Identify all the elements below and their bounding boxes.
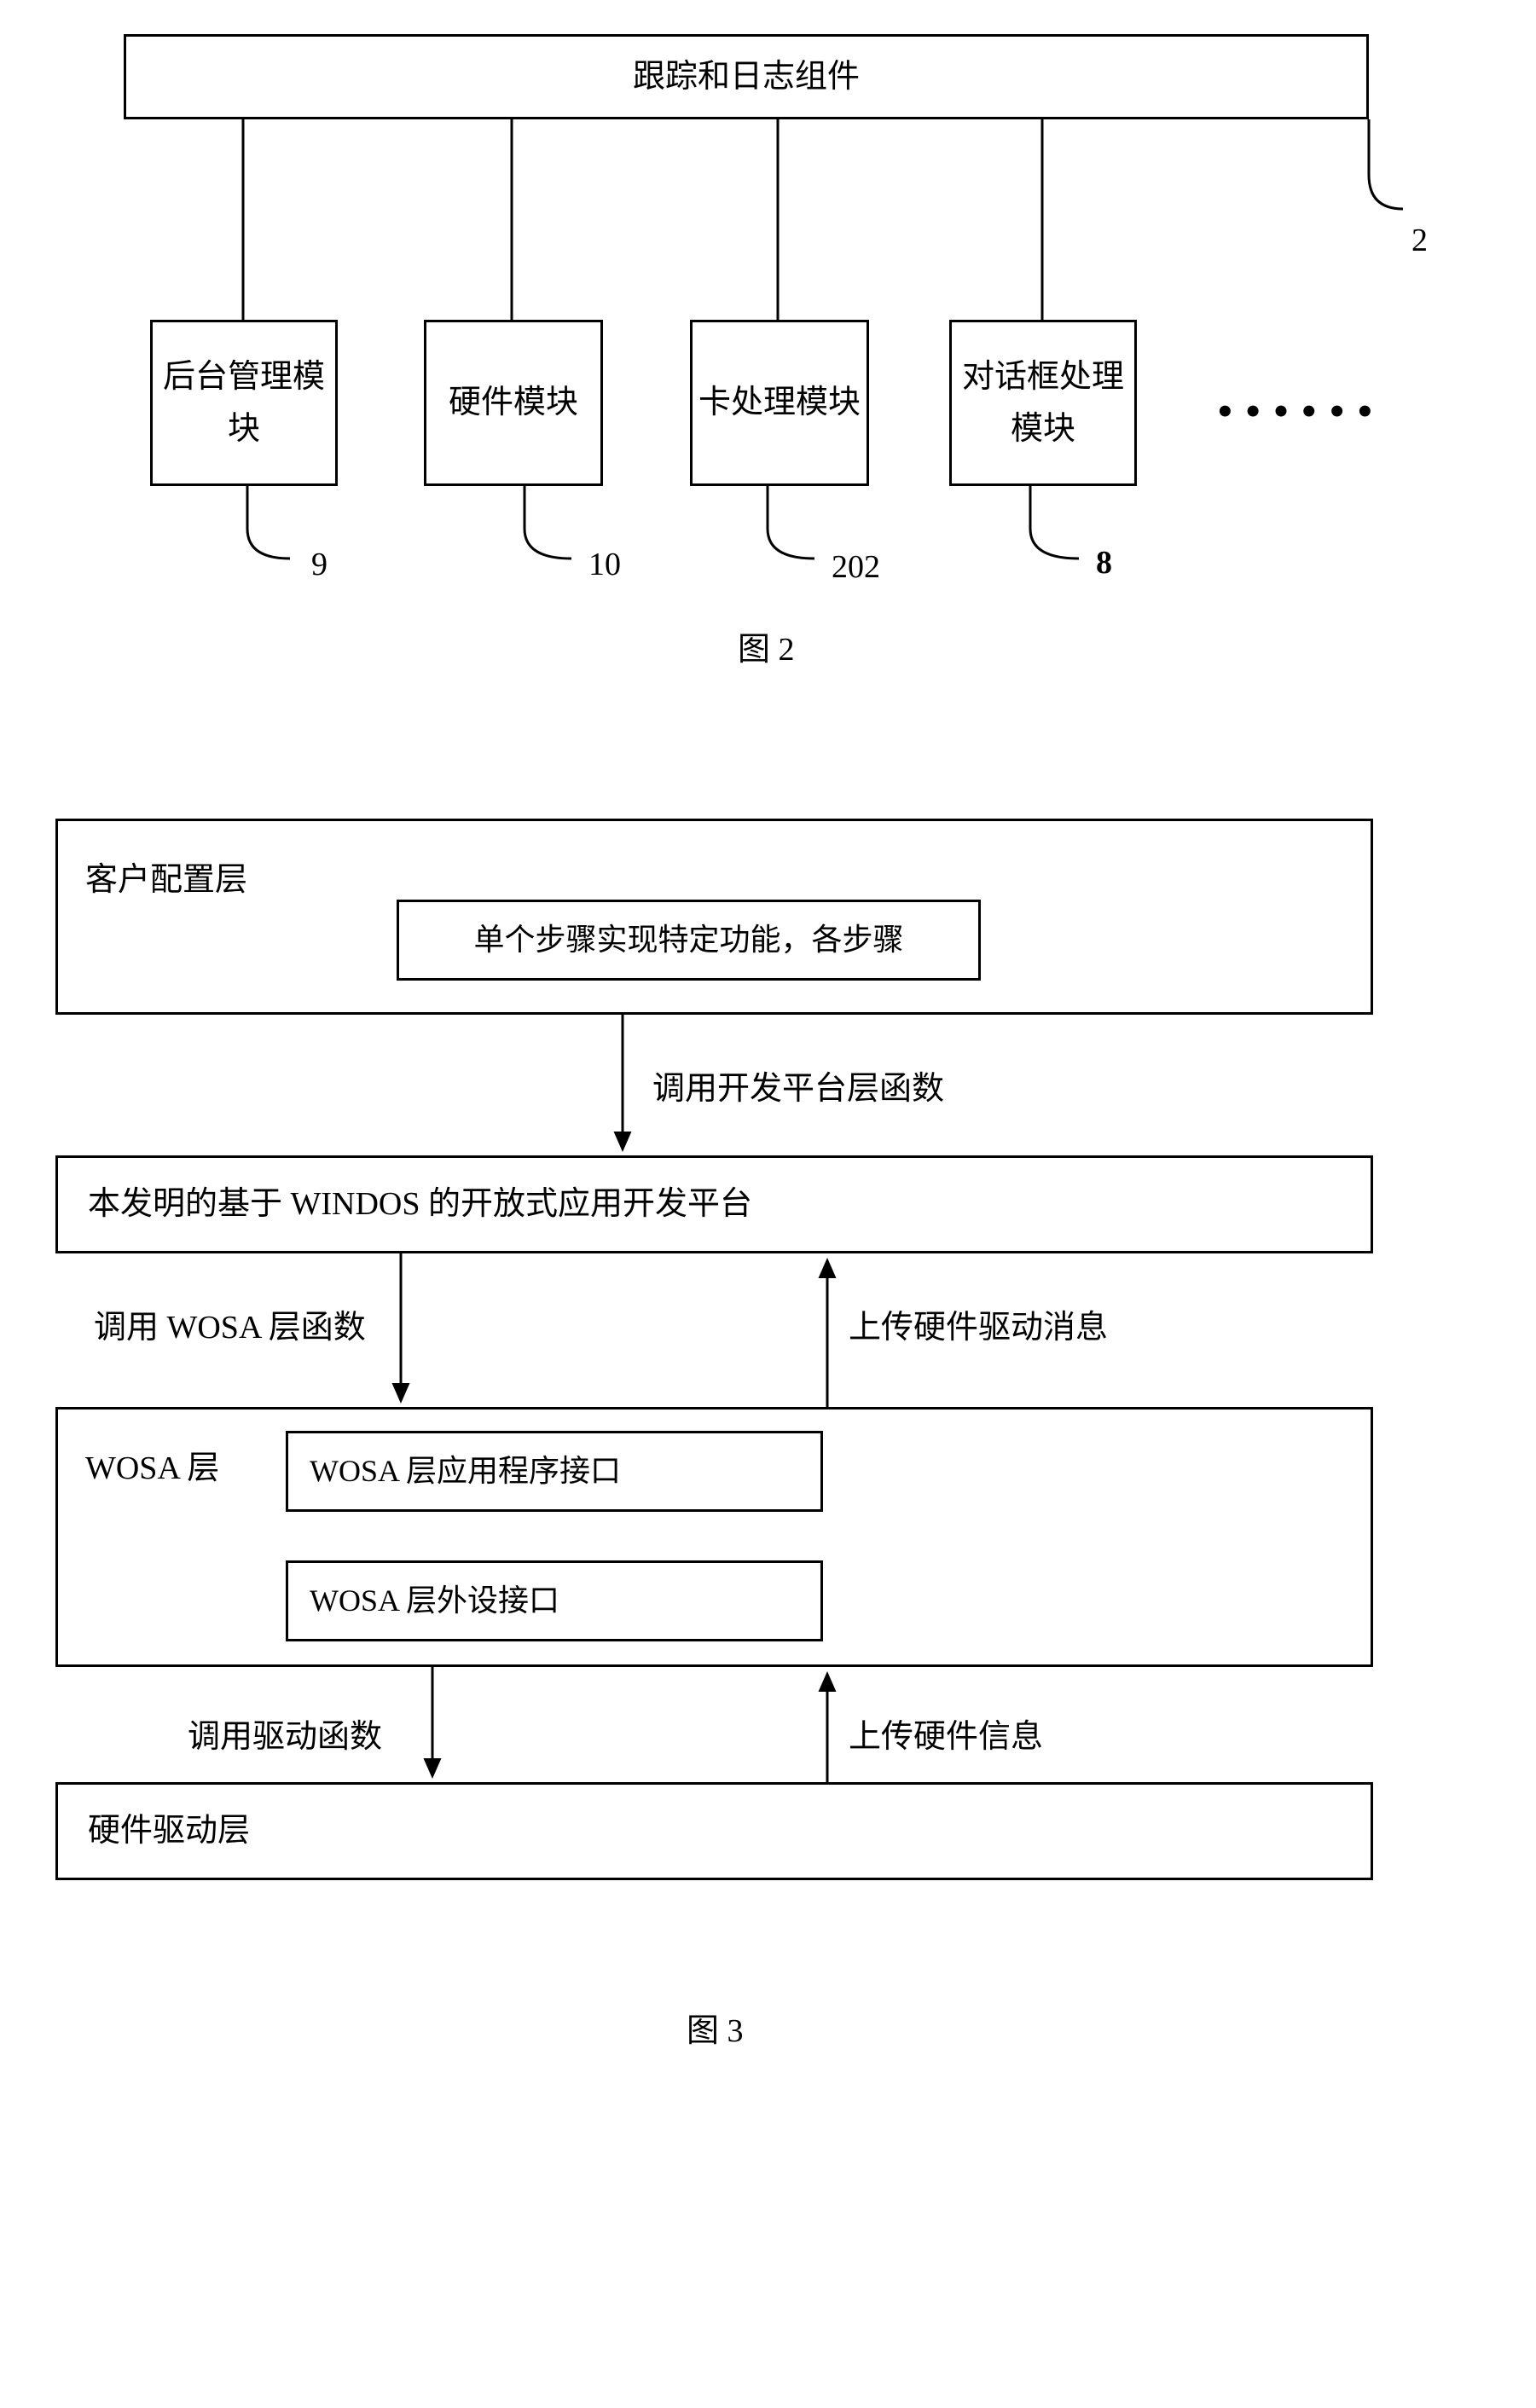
upload-hw-info-label: 上传硬件信息 — [849, 1710, 1043, 1757]
backend-mgmt-box: 后台管理模块 — [150, 320, 338, 486]
ellipsis-dots: • • • • • • — [1218, 388, 1374, 435]
figure-2: 跟踪和日志组件 后台管理模块 硬件模块 卡处理模块 对话框处理模块 • • • … — [26, 26, 1510, 657]
hw-driver-label: 硬件驱动层 — [88, 1805, 250, 1857]
call-platform-func-label: 调用开发平台层函数 — [652, 1062, 944, 1108]
backend-mgmt-label: 后台管理模块 — [153, 351, 335, 455]
card-processing-box: 卡处理模块 — [690, 320, 869, 486]
hw-driver-layer-box: 硬件驱动层 — [55, 1782, 1373, 1880]
single-step-box: 单个步骤实现特定功能，各步骤 — [397, 900, 981, 981]
dialog-processing-label: 对话框处理模块 — [952, 351, 1134, 455]
customer-config-label: 客户配置层 — [85, 853, 247, 900]
dialog-processing-box: 对话框处理模块 — [949, 320, 1137, 486]
wosa-api-label: WOSA 层应用程序接口 — [310, 1447, 621, 1496]
wosa-layer-label: WOSA 层 — [85, 1441, 219, 1488]
call-wosa-func-label: 调用 WOSA 层函数 — [94, 1300, 366, 1347]
platform-layer-box: 本发明的基于 WINDOS 的开放式应用开发平台 — [55, 1155, 1373, 1253]
fig2-caption: 图 2 — [738, 622, 795, 669]
platform-label: 本发明的基于 WINDOS 的开放式应用开发平台 — [88, 1178, 752, 1230]
label-2: 2 — [1411, 222, 1428, 259]
hardware-module-label: 硬件模块 — [449, 377, 578, 429]
tracking-log-label: 跟踪和日志组件 — [633, 51, 860, 103]
wosa-peripheral-box: WOSA 层外设接口 — [286, 1560, 823, 1641]
wosa-peripheral-label: WOSA 层外设接口 — [310, 1577, 559, 1626]
fig3-caption: 图 3 — [687, 2004, 744, 2051]
label-8: 8 — [1096, 544, 1112, 582]
label-10: 10 — [588, 546, 621, 583]
hardware-module-box: 硬件模块 — [424, 320, 603, 486]
card-processing-label: 卡处理模块 — [698, 377, 861, 429]
label-202: 202 — [832, 548, 880, 586]
tracking-log-component-box: 跟踪和日志组件 — [124, 34, 1369, 119]
single-step-label: 单个步骤实现特定功能，各步骤 — [473, 916, 903, 965]
upload-driver-msg-label: 上传硬件驱动消息 — [849, 1300, 1108, 1347]
figure-3: 客户配置层 单个步骤实现特定功能，各步骤 调用开发平台层函数 本发明的基于 WI… — [26, 810, 1510, 2243]
label-9: 9 — [311, 546, 327, 583]
call-driver-func-label: 调用驱动函数 — [188, 1710, 382, 1757]
wosa-api-box: WOSA 层应用程序接口 — [286, 1431, 823, 1512]
